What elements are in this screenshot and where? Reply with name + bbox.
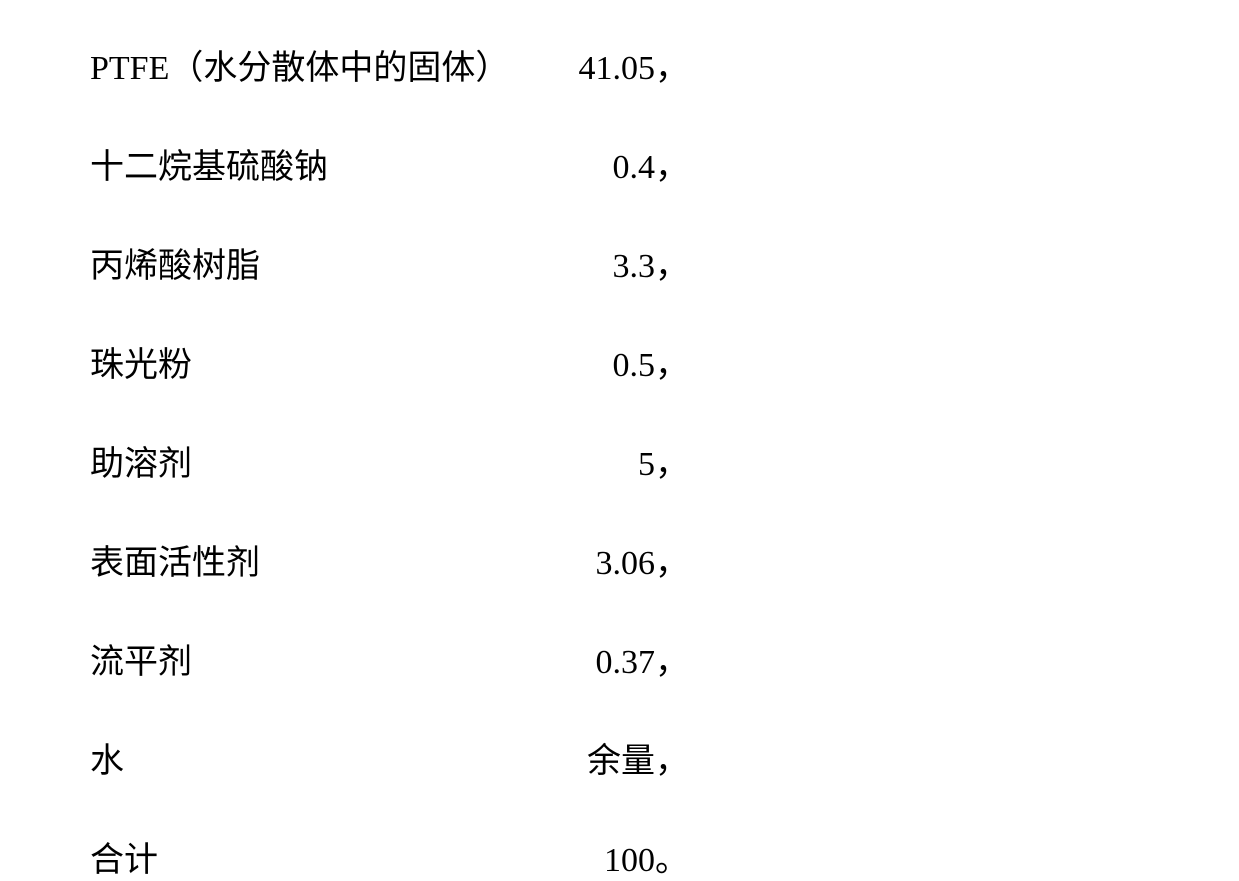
table-row: 丙烯酸树脂 3.3， — [90, 238, 1149, 287]
row-value: 余量， — [124, 733, 1149, 782]
row-label: 丙烯酸树脂 — [90, 238, 260, 287]
row-value: 0.4， — [328, 139, 1149, 188]
row-value: 0.5， — [192, 337, 1149, 386]
table-row: PTFE（水分散体中的固体） 41.05， — [90, 40, 1149, 89]
row-label: 水 — [90, 733, 124, 782]
table-row: 助溶剂 5， — [90, 436, 1149, 485]
row-label: 表面活性剂 — [90, 535, 260, 584]
row-label: 珠光粉 — [90, 337, 192, 386]
row-value: 5， — [192, 436, 1149, 485]
row-label: 流平剂 — [90, 634, 192, 683]
row-value: 3.06， — [260, 535, 1149, 584]
table-row: 珠光粉 0.5， — [90, 337, 1149, 386]
table-row: 流平剂 0.37， — [90, 634, 1149, 683]
row-value: 0.37， — [192, 634, 1149, 683]
row-label: 十二烷基硫酸钠 — [90, 139, 328, 188]
row-label: PTFE（水分散体中的固体） — [90, 40, 509, 89]
row-value: 3.3， — [260, 238, 1149, 287]
row-value: 41.05， — [509, 40, 1149, 89]
table-row: 水 余量， — [90, 733, 1149, 782]
table-row: 十二烷基硫酸钠 0.4， — [90, 139, 1149, 188]
row-label: 合计 — [90, 832, 158, 881]
table-row: 合计 100。 — [90, 832, 1149, 881]
row-value: 100。 — [158, 832, 1149, 881]
row-label: 助溶剂 — [90, 436, 192, 485]
composition-table: PTFE（水分散体中的固体） 41.05， 十二烷基硫酸钠 0.4， 丙烯酸树脂… — [0, 0, 1239, 881]
table-row: 表面活性剂 3.06， — [90, 535, 1149, 584]
